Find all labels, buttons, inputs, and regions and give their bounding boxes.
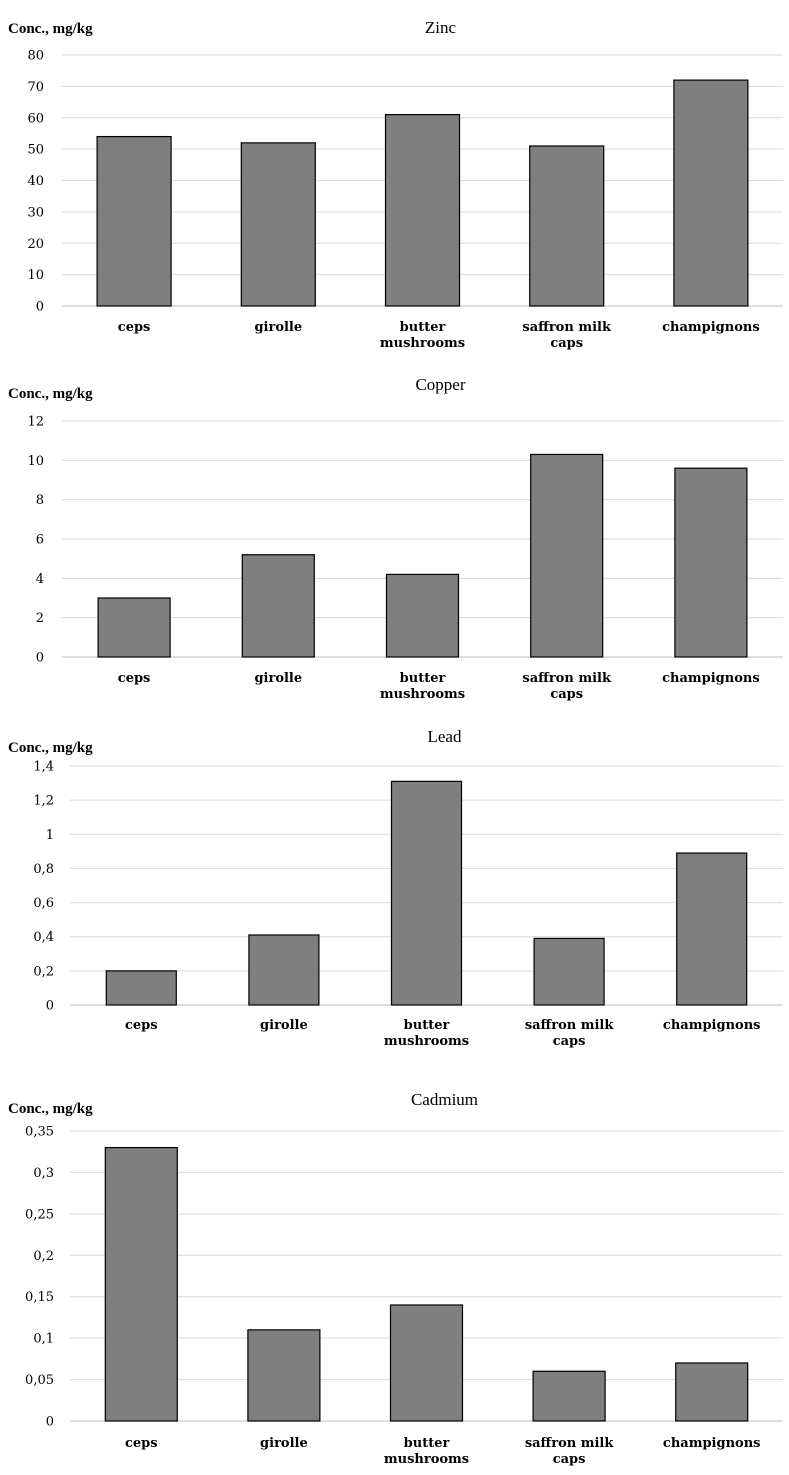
copper-bar <box>530 453 604 658</box>
zinc-y-tick-label: 80 <box>27 49 44 64</box>
cadmium-chart-title: Cadmium <box>411 1090 478 1109</box>
copper-category-label: champignons <box>662 671 760 686</box>
lead-bar <box>676 852 748 1006</box>
zinc-bar <box>384 114 461 307</box>
cadmium-y-tick-label: 0,25 <box>25 1207 54 1222</box>
lead-chart-title: Lead <box>428 727 462 746</box>
zinc-category-label: ceps <box>118 320 151 335</box>
lead-category-label: ceps <box>125 1018 158 1033</box>
lead-category-label: saffron milk caps <box>525 1018 615 1049</box>
lead-y-tick-label: 0 <box>46 999 54 1014</box>
copper-category-label: girolle <box>254 671 302 686</box>
zinc-chart-svg: Zinc Conc., mg/kg 0 10 20 30 40 50 60 70 80 ceps gir… <box>8 18 783 351</box>
cadmium-chart-svg: Cadmium Conc., mg/kg 0 0,05 0,1 0,15 0,2 0,25 0,… <box>8 1090 783 1467</box>
zinc-category-label: girolle <box>254 320 302 335</box>
lead-bar <box>390 780 463 1006</box>
zinc-category-label: champignons <box>662 320 760 335</box>
cadmium-bar <box>675 1362 749 1422</box>
cadmium-bar <box>247 1329 321 1422</box>
lead-chart-svg: Lead Conc., mg/kg 0 0,2 0,4 0,6 0,8 1 1,2 1,4 ceps… <box>8 727 783 1049</box>
cadmium-y-axis-label: Conc., mg/kg <box>8 1101 93 1117</box>
lead-y-tick-label: 0,6 <box>33 896 54 911</box>
cadmium-category-label: champignons <box>663 1436 761 1451</box>
copper-chart-title: Copper <box>415 375 465 394</box>
copper-bar <box>385 573 460 658</box>
copper-y-tick-label: 12 <box>27 415 44 430</box>
lead-bar <box>105 970 177 1006</box>
copper-y-axis-label: Conc., mg/kg <box>8 386 93 402</box>
zinc-y-axis-label: Conc., mg/kg <box>8 21 93 37</box>
copper-bar <box>97 597 171 658</box>
copper-y-tick-label: 6 <box>36 533 44 548</box>
zinc-bar <box>96 135 172 307</box>
lead-y-tick-label: 0,4 <box>33 930 54 945</box>
copper-bar <box>674 467 748 658</box>
cadmium-y-tick-label: 0,2 <box>33 1249 54 1264</box>
cadmium-y-tick-label: 0,1 <box>33 1332 54 1347</box>
copper-category-label: butter mushrooms <box>380 671 465 702</box>
lead-y-tick-label: 0,8 <box>33 862 54 877</box>
zinc-y-tick-label: 20 <box>27 237 44 252</box>
lead-bar <box>533 937 605 1006</box>
zinc-y-tick-label: 50 <box>27 143 44 158</box>
cadmium-y-tick-label: 0,15 <box>25 1290 54 1305</box>
zinc-y-tick-label: 70 <box>27 80 44 95</box>
cadmium-y-tick-label: 0,3 <box>33 1166 54 1181</box>
copper-chart: Copper Conc., mg/kg 0 2 4 6 8 10 12 ceps girolle bu… <box>0 372 789 722</box>
cadmium-y-tick-label: 0 <box>46 1415 54 1430</box>
cadmium-category-label: butter mushrooms <box>384 1436 469 1467</box>
cadmium-y-tick-label: 0,35 <box>25 1125 54 1140</box>
zinc-bar <box>240 142 316 307</box>
lead-category-label: butter mushrooms <box>384 1018 469 1049</box>
zinc-y-tick-label: 40 <box>27 174 44 189</box>
copper-y-tick-label: 8 <box>36 493 44 508</box>
cadmium-chart: Cadmium Conc., mg/kg 0 0,05 0,1 0,15 0,2 0,25 0,… <box>0 1085 789 1475</box>
cadmium-category-label: ceps <box>125 1436 158 1451</box>
lead-category-label: girolle <box>260 1018 308 1033</box>
lead-y-tick-label: 1,2 <box>33 794 54 809</box>
lead-y-axis-label: Conc., mg/kg <box>8 740 93 756</box>
zinc-y-tick-label: 0 <box>36 300 44 315</box>
lead-chart: Lead Conc., mg/kg 0 0,2 0,4 0,6 0,8 1 1,2 1,4 ceps… <box>0 722 789 1085</box>
copper-bar <box>241 554 315 658</box>
zinc-y-tick-label: 30 <box>27 205 44 220</box>
copper-chart-svg: Copper Conc., mg/kg 0 2 4 6 8 10 12 ceps girolle bu… <box>8 375 783 702</box>
cadmium-category-label: girolle <box>260 1436 308 1451</box>
lead-y-tick-label: 1,4 <box>33 760 54 775</box>
cadmium-bar <box>532 1370 606 1422</box>
lead-category-label: champignons <box>663 1018 761 1033</box>
lead-y-tick-label: 1 <box>46 828 54 843</box>
copper-category-label: ceps <box>118 671 151 686</box>
copper-y-tick-label: 0 <box>36 651 44 666</box>
copper-category-label: saffron milk caps <box>522 671 612 702</box>
cadmium-category-label: saffron milk caps <box>525 1436 615 1467</box>
zinc-bar <box>673 79 749 307</box>
copper-y-tick-label: 2 <box>36 611 44 626</box>
zinc-category-label: saffron milk caps <box>522 320 612 351</box>
zinc-chart-title: Zinc <box>425 18 457 37</box>
zinc-category-label: butter mushrooms <box>380 320 465 351</box>
cadmium-bar <box>389 1304 464 1422</box>
cadmium-bar <box>104 1146 178 1422</box>
zinc-y-tick-label: 60 <box>27 111 44 126</box>
copper-y-tick-label: 4 <box>36 572 44 587</box>
zinc-bar <box>529 145 605 307</box>
lead-y-tick-label: 0,2 <box>33 964 54 979</box>
zinc-chart: Zinc Conc., mg/kg 0 10 20 30 40 50 60 70 80 ceps gir… <box>0 0 789 372</box>
cadmium-y-tick-label: 0,05 <box>25 1373 54 1388</box>
zinc-y-tick-label: 10 <box>27 268 44 283</box>
copper-y-tick-label: 10 <box>27 454 44 469</box>
lead-bar <box>248 934 320 1006</box>
